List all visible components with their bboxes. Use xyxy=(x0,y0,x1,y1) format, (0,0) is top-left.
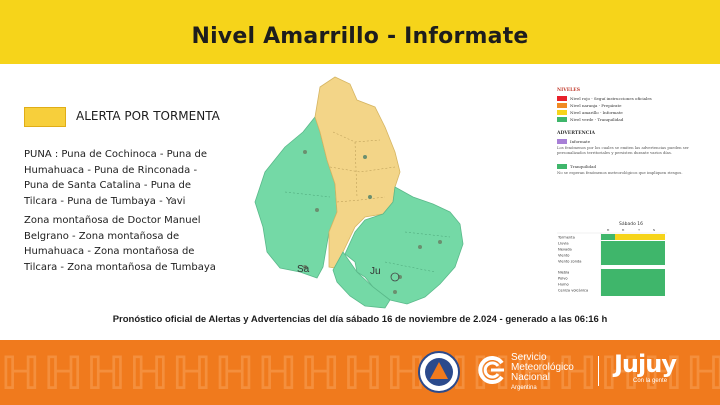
alert-color-swatch xyxy=(24,107,66,127)
hazard-row-label: Viento xyxy=(558,254,569,258)
decorative-pattern: ℍℍℍℍℍℍℍℍℍℍℍℍℍℍℍℍℍℍℍℍ xyxy=(0,346,720,400)
legend-panel: NIVELES Nivel rojo - Seguí instrucciones… xyxy=(557,88,689,175)
legend-tranquilidad-note: No se esperan fenómenos meteorológicos q… xyxy=(557,170,683,175)
legend-level-orange: Nivel naranja - Prepárate xyxy=(557,102,689,109)
hazard-row-label: Nevada xyxy=(558,248,572,252)
legend-tranquilidad-item: Tranquilidad xyxy=(557,163,689,170)
smn-logo-text: Servicio Meteorológico Nacional Argentin… xyxy=(511,352,574,392)
alert-label: ALERTA POR TORMENTA xyxy=(76,109,220,123)
province-map: Sa Ju xyxy=(254,76,464,309)
hazard-row-label: Humo xyxy=(558,283,569,287)
hazard-row-label: Viento zonda xyxy=(558,260,581,264)
period-label: M xyxy=(607,228,610,232)
hazard-row-label: Niebla xyxy=(558,271,569,275)
map-label-ju: Ju xyxy=(370,266,381,277)
logo-divider xyxy=(598,356,599,386)
hazard-row-label: Lluvia xyxy=(558,242,569,246)
hazard-row-label: Ceniza volcánica xyxy=(558,289,588,293)
legend-niveles-title: NIVELES xyxy=(557,88,580,93)
legend-advertencia-title: ADVERTENCIA xyxy=(557,131,595,136)
legend-level-green: Nivel verde - Tranquilidad xyxy=(557,116,689,123)
civil-defense-logo xyxy=(418,351,460,393)
forecast-mini-table: Sábado 16 M M T N Tormenta Lluvia Nevada… xyxy=(557,220,667,296)
period-label: M xyxy=(622,228,625,232)
hazard-row-label: Polvo xyxy=(558,277,568,281)
footer-band: ℍℍℍℍℍℍℍℍℍℍℍℍℍℍℍℍℍℍℍℍ xyxy=(0,340,720,405)
legend-level-yellow: Nivel amarillo - Informate xyxy=(557,109,689,116)
zone-list-puna: PUNA : Puna de Cochinoca - Puna de Humah… xyxy=(24,149,208,207)
period-label: T xyxy=(637,228,640,232)
legend-level-red: Nivel rojo - Seguí instrucciones oficial… xyxy=(557,95,689,102)
map-label-sa: Sa xyxy=(297,264,310,275)
legend-advertencia-note: Los fenómenos por los cuales se emiten l… xyxy=(557,145,689,155)
hazard-row-label: Tormenta xyxy=(557,236,575,240)
zone-list-mountain: Zona montañosa de Doctor Manuel Belgrano… xyxy=(24,215,216,273)
mini-table-header: Sábado 16 xyxy=(619,220,643,227)
jujuy-logo: Jujuy xyxy=(614,350,677,378)
page-title: Nivel Amarrillo - Informate xyxy=(191,24,529,49)
forecast-footnote: Pronóstico oficial de Alertas y Adverten… xyxy=(112,314,608,325)
map-region-yellow-north xyxy=(314,76,401,269)
smn-logo-icon xyxy=(478,356,504,384)
map-region-green-south xyxy=(332,251,391,309)
jujuy-tagline: Con la gente xyxy=(633,378,668,384)
period-label: N xyxy=(653,228,655,232)
legend-advertencia-item: Informate xyxy=(557,138,689,145)
header-band xyxy=(0,0,720,64)
